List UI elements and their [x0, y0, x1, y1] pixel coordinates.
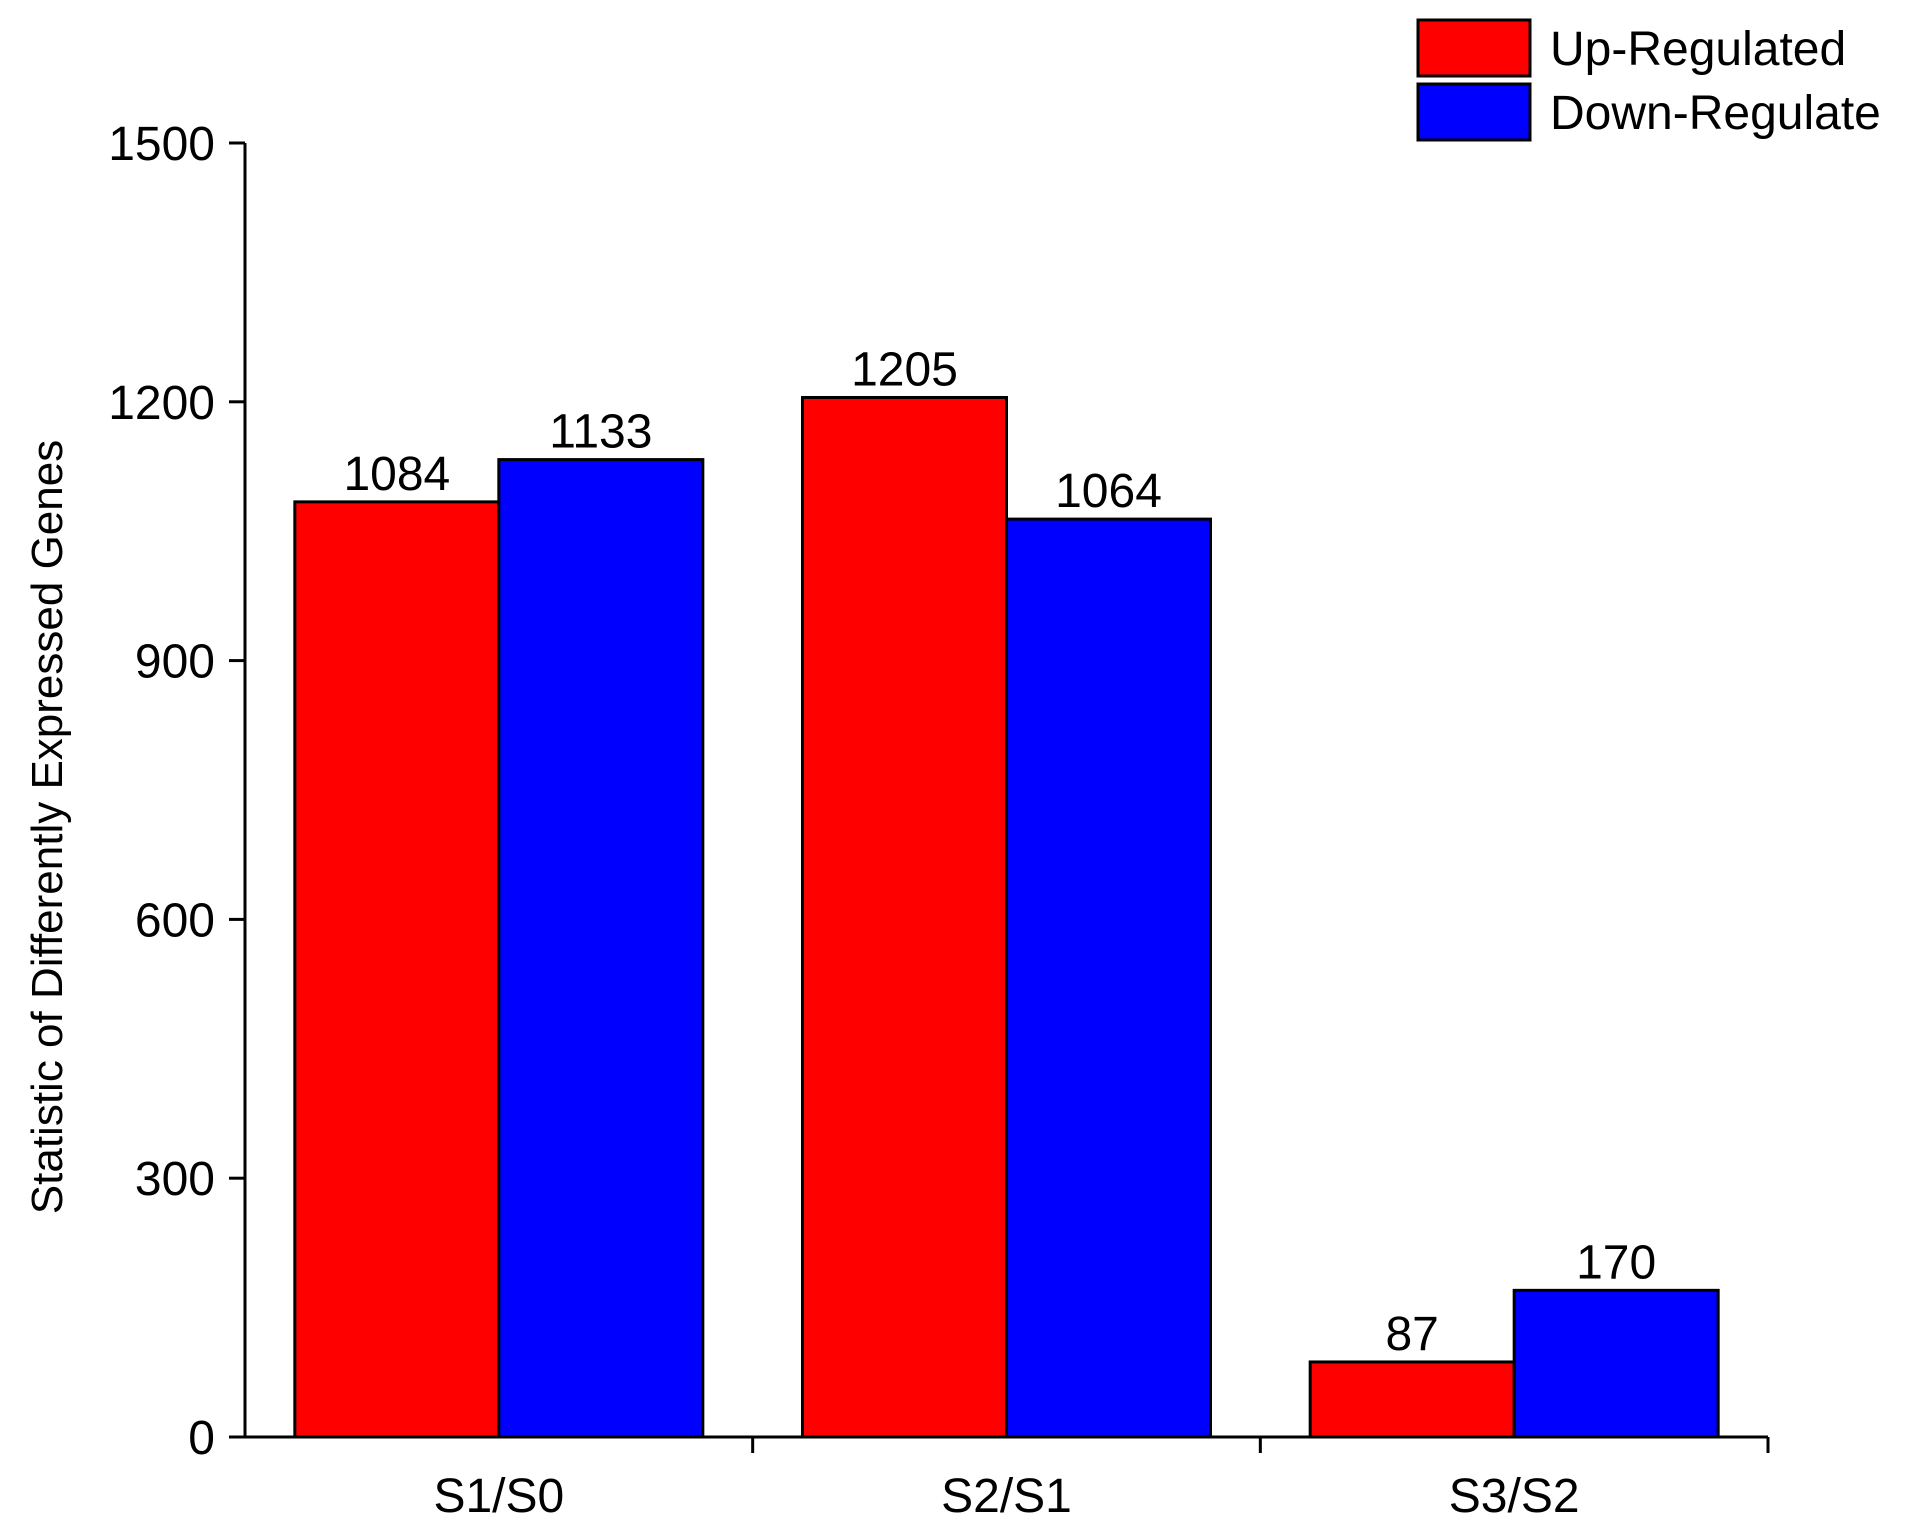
- y-tick-label: 300: [135, 1153, 215, 1206]
- x-category-label-s3-s2: S3/S2: [1449, 1470, 1580, 1523]
- y-tick-label: 1500: [108, 118, 215, 171]
- bar-value-label: 87: [1385, 1308, 1438, 1361]
- legend-swatch-down-regulate: [1416, 82, 1532, 142]
- legend-label-up-regulated: Up-Regulated: [1550, 23, 1846, 76]
- bar-value-label: 170: [1576, 1236, 1656, 1289]
- bar-up-regulated-s3-s2: [1308, 1360, 1516, 1439]
- y-tick-label: 0: [188, 1412, 215, 1465]
- bar-value-label: 1064: [1055, 465, 1162, 518]
- plot-area: 0 300 600 900 1200 1500 S1/S0 1084 1133 S2/S1 1205…: [108, 118, 1770, 1523]
- bar-down-regulate-s2-s1: [1005, 517, 1212, 1439]
- y-axis-title: Statistic of Differently Expressed Genes: [23, 440, 72, 1214]
- bar-value-label: 1205: [851, 343, 958, 396]
- y-tick-label: 600: [135, 894, 215, 947]
- y-tick-label: 1200: [108, 377, 215, 430]
- bar-up-regulated-s2-s1: [801, 395, 1008, 1439]
- legend-swatch-up-regulated: [1416, 18, 1532, 78]
- x-category-label-s1-s0: S1/S0: [433, 1470, 564, 1523]
- legend-label-down-regulate: Down-Regulate: [1550, 87, 1881, 140]
- legend: Up-Regulated Down-Regulate: [1416, 18, 1881, 142]
- x-category-label-s2-s1: S2/S1: [941, 1470, 1072, 1523]
- y-tick-label: 900: [135, 636, 215, 689]
- bar-value-label: 1084: [343, 448, 450, 501]
- bar-up-regulated-s1-s0: [293, 500, 501, 1439]
- bar-down-regulate-s1-s0: [497, 458, 705, 1439]
- bar-value-label: 1133: [549, 406, 652, 459]
- bar-down-regulate-s3-s2: [1512, 1288, 1720, 1439]
